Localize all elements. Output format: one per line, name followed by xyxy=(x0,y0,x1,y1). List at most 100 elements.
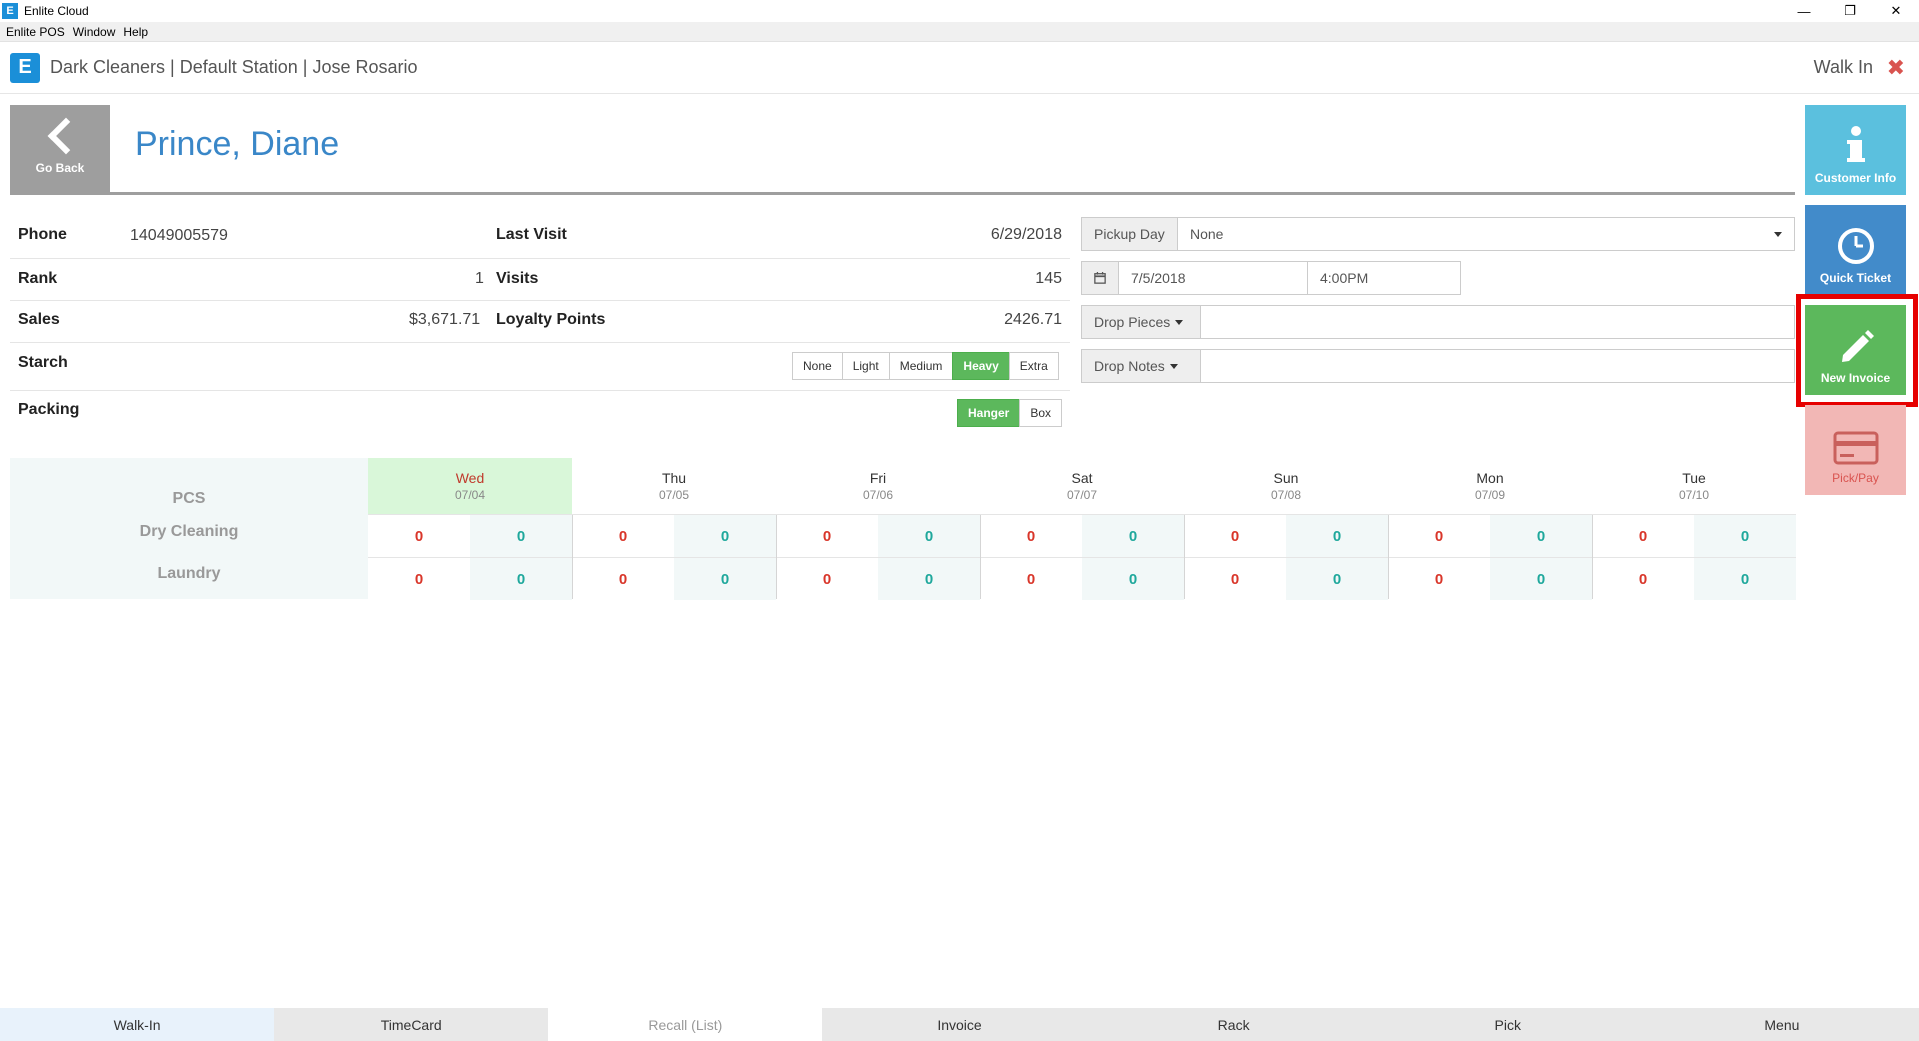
laundry-count: 0 xyxy=(1082,558,1184,600)
menu-enlite-pos[interactable]: Enlite POS xyxy=(6,24,65,39)
last-visit-label: Last Visit xyxy=(496,226,567,243)
time-input[interactable]: 4:00PM xyxy=(1307,261,1461,295)
calendar-icon[interactable] xyxy=(1081,261,1119,295)
dry-cleaning-count: 0 xyxy=(1388,515,1490,557)
tab-walk-in[interactable]: Walk-In xyxy=(0,1008,275,1041)
tab-rack[interactable]: Rack xyxy=(1096,1008,1371,1041)
drop-pieces-row: Drop Pieces xyxy=(1081,305,1795,339)
row-divider xyxy=(1184,557,1388,558)
day-date: 07/09 xyxy=(1474,488,1506,502)
pickup-day-label: Pickup Day xyxy=(1081,217,1178,251)
drop-pieces-input[interactable] xyxy=(1200,305,1795,339)
row-divider xyxy=(776,557,980,558)
row-divider xyxy=(368,557,572,558)
clock-icon xyxy=(1837,228,1874,264)
pick-pay-button[interactable]: Pick/Pay xyxy=(1805,405,1906,495)
menu-window[interactable]: Window xyxy=(72,24,116,39)
info-row-starch: Starch xyxy=(10,343,1070,391)
tab-pick[interactable]: Pick xyxy=(1370,1008,1645,1041)
column-divider xyxy=(572,515,573,599)
new-invoice-button[interactable]: New Invoice xyxy=(1805,305,1906,395)
restore-button[interactable]: ❐ xyxy=(1844,3,1856,18)
drop-pieces-dropdown[interactable]: Drop Pieces xyxy=(1081,305,1201,339)
go-back-button[interactable]: Go Back xyxy=(10,105,110,193)
info-row-phone: Phone 14049005579 Last Visit 6/29/2018 xyxy=(10,215,1070,259)
day-column: Fri 07/06 0 0 0 0 xyxy=(776,458,980,600)
quick-ticket-button[interactable]: Quick Ticket xyxy=(1805,205,1906,295)
starch-light-button[interactable]: Light xyxy=(841,352,890,380)
laundry-count: 0 xyxy=(980,558,1082,600)
caret-down-icon xyxy=(1175,319,1184,325)
pickup-day-value: None xyxy=(1190,226,1224,242)
credit-card-icon xyxy=(1833,431,1878,465)
starch-medium-button[interactable]: Medium xyxy=(888,352,954,380)
drop-notes-input[interactable] xyxy=(1200,349,1795,383)
rank-value: 1 xyxy=(475,270,484,287)
laundry-count: 0 xyxy=(776,558,878,600)
drop-pieces-label: Drop Pieces xyxy=(1094,314,1171,330)
drop-notes-dropdown[interactable]: Drop Notes xyxy=(1081,349,1201,383)
info-row-sales: Sales $3,671.71 Loyalty Points 2426.71 xyxy=(10,301,1070,343)
dry-cleaning-label: Dry Cleaning xyxy=(139,523,239,540)
info-row-packing: Packing xyxy=(10,391,1070,439)
day-column: Mon 07/09 0 0 0 0 xyxy=(1388,458,1592,600)
laundry-count: 0 xyxy=(878,558,980,600)
starch-extra-button[interactable]: Extra xyxy=(1008,352,1059,380)
date-time-row: 7/5/2018 4:00PM xyxy=(1081,261,1461,295)
tab-menu[interactable]: Menu xyxy=(1644,1008,1919,1041)
go-back-label: Go Back xyxy=(35,161,85,175)
app-header: E Dark Cleaners | Default Station | Jose… xyxy=(0,42,1919,94)
date-input[interactable]: 7/5/2018 xyxy=(1118,261,1308,295)
minimize-button[interactable]: — xyxy=(1797,3,1811,19)
tab-recall-list[interactable]: Recall (List) xyxy=(548,1008,823,1041)
quick-ticket-label: Quick Ticket xyxy=(1819,271,1892,285)
day-column: Sat 07/07 0 0 0 0 xyxy=(980,458,1184,600)
customer-info-button[interactable]: Customer Info xyxy=(1805,105,1906,195)
laundry-count: 0 xyxy=(470,558,572,600)
window-close-button[interactable]: ✕ xyxy=(1890,3,1902,18)
info-icon xyxy=(1846,126,1865,162)
tab-timecard[interactable]: TimeCard xyxy=(274,1008,549,1041)
row-divider xyxy=(1592,557,1796,558)
customer-info-label: Customer Info xyxy=(1814,171,1897,185)
pencil-icon xyxy=(1841,330,1874,362)
column-divider xyxy=(1184,515,1185,599)
caret-down-icon xyxy=(1169,363,1178,369)
day-name: Sat xyxy=(1071,470,1093,486)
packing-box-button[interactable]: Box xyxy=(1019,399,1063,427)
day-header: Thu 07/05 xyxy=(572,458,776,515)
column-divider xyxy=(1388,515,1389,599)
close-icon[interactable]: ✖ xyxy=(1886,54,1905,80)
loyalty-points-value: 2426.71 xyxy=(1004,311,1062,328)
day-name: Wed xyxy=(455,470,485,486)
divider xyxy=(10,192,1795,195)
day-name: Thu xyxy=(661,470,687,486)
pickup-day-select[interactable]: None xyxy=(1177,217,1795,251)
starch-label: Starch xyxy=(18,354,68,371)
tab-invoice[interactable]: Invoice xyxy=(822,1008,1097,1041)
day-date: 07/04 xyxy=(454,488,486,502)
window-title: Enlite Cloud xyxy=(24,4,89,18)
phone-value: 14049005579 xyxy=(130,227,228,244)
packing-hanger-button[interactable]: Hanger xyxy=(957,399,1021,427)
schedule-grid: PCS Dry Cleaning Laundry Wed 07/04 0 0 0 0 Thu… xyxy=(10,458,1796,600)
laundry-count: 0 xyxy=(1286,558,1388,600)
visits-value: 145 xyxy=(1035,270,1062,287)
laundry-count: 0 xyxy=(572,558,674,600)
drop-notes-label: Drop Notes xyxy=(1094,358,1165,374)
starch-heavy-button[interactable]: Heavy xyxy=(952,352,1010,380)
dry-cleaning-count: 0 xyxy=(1082,515,1184,557)
column-divider xyxy=(980,515,981,599)
bottom-tabs: Walk-In TimeCard Recall (List) Invoice R… xyxy=(0,1008,1919,1041)
row-divider xyxy=(980,557,1184,558)
last-visit-value: 6/29/2018 xyxy=(990,226,1062,243)
day-name: Fri xyxy=(869,470,887,486)
laundry-count: 0 xyxy=(1388,558,1490,600)
dry-cleaning-count: 0 xyxy=(1184,515,1286,557)
phone-label: Phone xyxy=(18,226,67,243)
day-header: Wed 07/04 xyxy=(368,458,572,515)
packing-options: Hanger Box xyxy=(957,399,1063,427)
laundry-count: 0 xyxy=(1490,558,1592,600)
menu-help[interactable]: Help xyxy=(123,24,149,39)
starch-none-button[interactable]: None xyxy=(792,352,843,380)
